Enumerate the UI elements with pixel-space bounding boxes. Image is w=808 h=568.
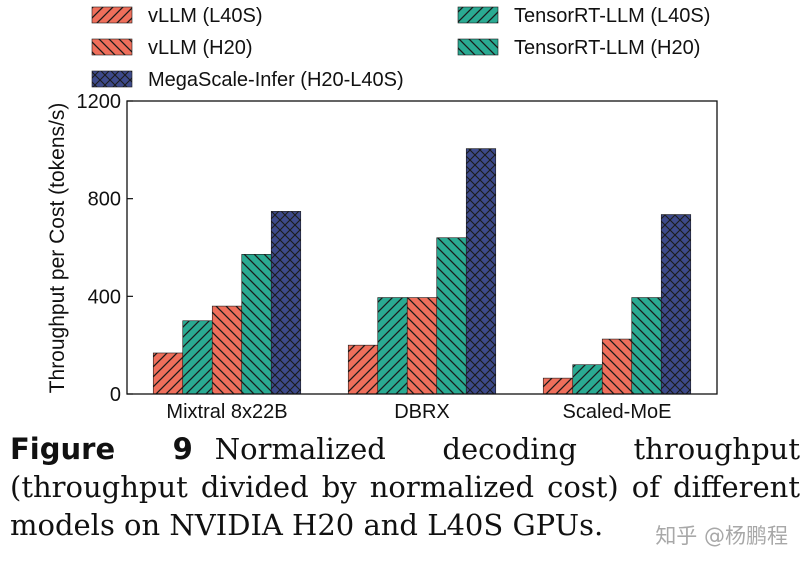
- bar-hatch: [601, 338, 633, 395]
- axes-frame: [126, 100, 718, 395]
- plot-area: 0 400 800 1200 Mixtral 8x22B DBRX Scaled-MoE: [77, 91, 718, 423]
- caption-text: Normalized decoding throughput (throughp…: [10, 432, 800, 542]
- legend-swatch-hatch: [91, 70, 133, 88]
- bar-hatch: [542, 377, 574, 395]
- legend-label: TensorRT-LLM (H20): [514, 37, 700, 59]
- y-tick-label: 0: [110, 384, 121, 406]
- x-tick-label: Mixtral 8x22B: [166, 401, 287, 423]
- legend-label: MegaScale-Infer (H20-L40S): [148, 69, 404, 91]
- figure-caption: Figure 9 Normalized decoding throughput (…: [10, 430, 800, 544]
- bar-hatch: [152, 352, 184, 395]
- legend-label: TensorRT-LLM (L40S): [514, 5, 710, 27]
- legend-label: vLLM (H20): [148, 37, 252, 59]
- legend: vLLM (L40S) vLLM (H20) MegaScale-Infer (H2…: [91, 5, 710, 91]
- figure-label: Figure 9: [10, 432, 193, 466]
- bar-hatch: [660, 214, 692, 395]
- y-tick-label: 800: [88, 189, 121, 211]
- bar-hatch: [572, 364, 603, 395]
- bar-hatch: [406, 297, 438, 395]
- y-axis-label: Throughput per Cost (tokens/s): [46, 103, 69, 394]
- y-tick-label: 1200: [77, 91, 122, 113]
- bar-hatch: [347, 344, 379, 395]
- legend-swatch-hatch: [91, 6, 133, 24]
- bar-hatch: [241, 254, 272, 395]
- y-tick-label: 400: [88, 286, 121, 308]
- bar-hatch: [631, 297, 662, 395]
- bar-hatch: [377, 297, 408, 395]
- bar-hatch: [436, 237, 467, 395]
- bar-hatch: [211, 305, 243, 395]
- watermark: 知乎 @杨鹏程: [655, 524, 788, 548]
- x-tick-label: Scaled-MoE: [563, 401, 672, 423]
- legend-swatch-hatch: [91, 38, 133, 56]
- chart: vLLM (L40S) vLLM (H20) MegaScale-Infer (H2…: [46, 5, 718, 423]
- bar-hatch: [465, 148, 497, 395]
- legend-label: vLLM (L40S): [148, 5, 263, 27]
- x-tick-label: DBRX: [394, 401, 450, 423]
- legend-swatch-hatch: [457, 6, 499, 24]
- legend-swatch-hatch: [457, 38, 499, 56]
- bar-hatch: [270, 211, 302, 395]
- bar-hatch: [182, 320, 213, 395]
